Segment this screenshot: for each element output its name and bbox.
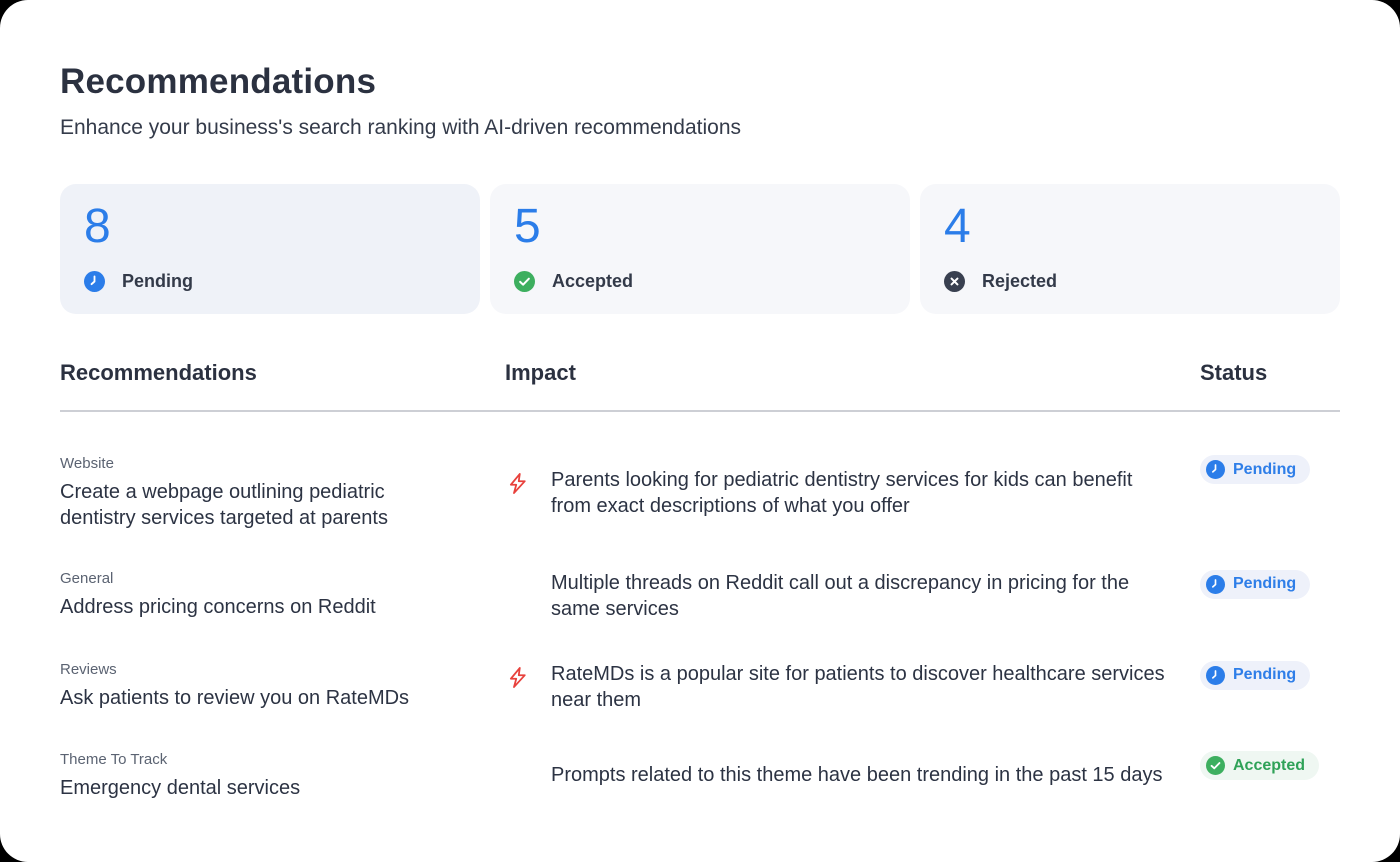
check-icon <box>514 271 535 292</box>
stat-card-label: Pending <box>122 271 193 291</box>
status-badge-label: Pending <box>1233 575 1297 593</box>
status-badge[interactable]: Accepted <box>1200 751 1320 781</box>
status-badge-label: Accepted <box>1233 756 1306 774</box>
recommendation-title: Address pricing concerns on Reddit <box>60 595 376 618</box>
x-icon <box>944 271 965 292</box>
page-title: Recommendations <box>60 62 377 101</box>
stat-card-accepted[interactable]: 5 Accepted <box>490 184 910 314</box>
recommendation-title: Emergency dental services <box>60 777 301 800</box>
stat-card-label: Accepted <box>552 271 634 291</box>
column-header-status: Status <box>1200 360 1268 385</box>
recommendation-title: Create a webpage outlining pediatric den… <box>60 481 388 530</box>
recommendation-category: Theme To Track <box>60 751 168 769</box>
impact-text: Prompts related to this theme have been … <box>551 764 1163 787</box>
recommendation-category: General <box>60 569 114 587</box>
stats-row: 8 Pending 5 Accepted 4 <box>60 184 1340 314</box>
clock-icon <box>1206 460 1225 479</box>
stat-card-pending[interactable]: 8 Pending <box>60 184 480 314</box>
table-row[interactable]: Website Create a webpage outlining pedia… <box>60 436 1340 551</box>
table-body: Website Create a webpage outlining pedia… <box>60 412 1340 821</box>
status-badge[interactable]: Pending <box>1200 455 1311 484</box>
page-subtitle: Enhance your business's search ranking w… <box>60 116 742 139</box>
accepted-count: 5 <box>514 200 541 253</box>
recommendation-category: Reviews <box>60 660 117 678</box>
lightning-bolt-icon <box>509 473 526 494</box>
clock-icon <box>1206 665 1225 685</box>
table-row[interactable]: General Address pricing concerns on Redd… <box>60 551 1340 642</box>
rejected-count: 4 <box>944 200 971 253</box>
stat-card-label: Rejected <box>982 271 1058 291</box>
table-row[interactable]: Reviews Ask patients to review you on Ra… <box>60 642 1340 733</box>
status-badge[interactable]: Pending <box>1200 660 1311 690</box>
check-icon <box>1206 756 1225 776</box>
recommendation-title: Ask patients to review you on RateMDs <box>60 686 410 709</box>
table-row[interactable]: Theme To Track Emergency dental services… <box>60 732 1340 820</box>
clock-icon <box>1206 574 1225 594</box>
impact-text: RateMDs is a popular site for patients t… <box>551 662 1165 711</box>
clock-icon <box>84 271 105 292</box>
impact-text: Multiple threads on Reddit call out a di… <box>551 571 1130 621</box>
table-header: Recommendations Impact Status <box>60 360 1340 412</box>
pending-count: 8 <box>84 200 111 253</box>
impact-text: Parents looking for pediatric dentistry … <box>551 469 1133 518</box>
status-badge[interactable]: Pending <box>1200 569 1311 599</box>
lightning-bolt-icon <box>509 666 526 688</box>
column-header-impact: Impact <box>505 360 576 385</box>
stat-card-rejected[interactable]: 4 Rejected <box>920 184 1340 314</box>
recommendation-category: Website <box>60 455 114 472</box>
column-header-recommendations: Recommendations <box>60 360 257 385</box>
status-badge-label: Pending <box>1233 460 1297 478</box>
status-badge-label: Pending <box>1233 666 1297 684</box>
